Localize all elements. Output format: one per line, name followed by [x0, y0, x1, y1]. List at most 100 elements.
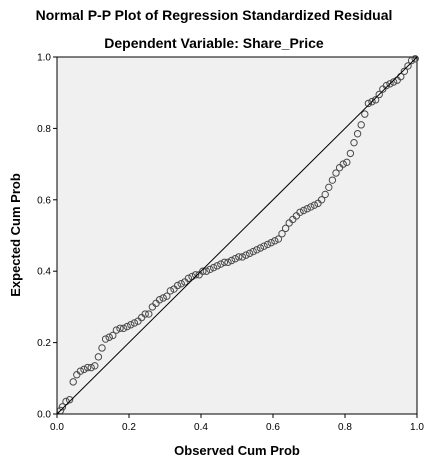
data-point [400, 67, 409, 75]
data-point [361, 110, 369, 118]
data-point [303, 205, 311, 213]
data-point [101, 335, 110, 343]
data-point [238, 253, 247, 261]
data-point [130, 319, 139, 327]
data-point [105, 333, 113, 341]
data-point [346, 149, 355, 158]
data-point [83, 363, 92, 372]
data-point [91, 362, 99, 370]
data-point [328, 176, 337, 184]
data-point [116, 324, 124, 333]
data-point [166, 287, 175, 295]
data-point [274, 235, 283, 243]
x-tick-label: 0.2 [122, 422, 136, 433]
x-tick-label: 0.0 [50, 422, 64, 433]
data-point [256, 244, 265, 252]
data-point [235, 253, 243, 261]
data-point [173, 281, 182, 290]
y-tick-label: 0.4 [37, 267, 51, 278]
data-point [209, 263, 218, 272]
data-point [332, 169, 340, 177]
data-point [224, 258, 232, 266]
x-tick-label: 1.0 [410, 422, 424, 433]
data-point [411, 55, 419, 63]
data-point [296, 208, 304, 216]
data-point [382, 81, 391, 90]
y-tick-label: 0.2 [37, 338, 51, 349]
data-point [375, 90, 383, 99]
data-point [407, 56, 416, 65]
y-axis-label: Expected Cum Prob [8, 173, 23, 297]
data-point [145, 310, 153, 318]
data-point [404, 62, 412, 70]
data-point [206, 265, 214, 274]
data-point [386, 80, 394, 88]
x-tick-label: 0.8 [338, 422, 352, 433]
data-point [371, 96, 380, 104]
data-point [368, 97, 376, 106]
chart-title: Normal P-P Plot of Regression Standardiz… [36, 7, 393, 23]
data-point [141, 310, 149, 318]
data-point [127, 321, 135, 329]
data-point [76, 367, 85, 375]
x-axis-label: Observed Cum Prob [174, 443, 300, 458]
data-point [58, 403, 67, 411]
data-point [163, 292, 171, 300]
x-tick-label: 0.4 [194, 422, 208, 433]
data-point [310, 201, 319, 209]
data-point [220, 258, 229, 266]
chart-subtitle: Dependent Variable: Share_Price [104, 35, 324, 51]
data-point [56, 406, 65, 415]
data-point [213, 262, 221, 270]
data-point [227, 256, 236, 265]
data-point [119, 324, 128, 333]
data-point [65, 396, 74, 404]
data-point [155, 296, 164, 304]
data-point [159, 294, 167, 302]
data-point [364, 99, 373, 108]
data-point [98, 344, 106, 352]
data-point [263, 240, 272, 249]
data-point [353, 130, 362, 138]
data-point [281, 224, 290, 233]
data-point [231, 255, 239, 263]
data-point [80, 365, 88, 374]
y-tick-label: 0.8 [37, 124, 51, 135]
data-point [217, 260, 225, 268]
data-point [267, 238, 275, 247]
data-point [357, 121, 365, 129]
data-point [307, 203, 315, 211]
data-point [184, 274, 193, 283]
data-point [245, 249, 254, 258]
data-point [123, 322, 131, 331]
axis-ticks: 0.0 0.2 0.4 0.6 0.8 1.0 0.0 0.2 0.4 0.6 0.8 1.0 [37, 53, 424, 434]
data-point [112, 326, 121, 334]
data-point [249, 247, 257, 256]
data-point [94, 353, 103, 361]
data-point [260, 242, 268, 250]
data-point [339, 160, 347, 168]
data-point [271, 237, 279, 245]
data-point [321, 190, 329, 199]
y-tick-label: 0.6 [37, 195, 51, 206]
data-point [253, 246, 261, 254]
data-points [56, 55, 419, 415]
data-point [343, 158, 351, 167]
reference-line [56, 56, 418, 415]
data-point [199, 267, 207, 275]
data-point [177, 279, 185, 288]
data-point [191, 271, 200, 279]
data-point [242, 251, 250, 259]
data-point [389, 78, 398, 86]
data-point [299, 206, 308, 215]
data-point [350, 138, 358, 147]
data-point [69, 378, 77, 386]
data-point [278, 230, 286, 238]
data-point [317, 196, 326, 204]
data-point [109, 331, 117, 340]
y-tick-label: 1.0 [37, 53, 51, 64]
data-point [202, 267, 211, 275]
x-tick-label: 0.6 [266, 422, 280, 433]
